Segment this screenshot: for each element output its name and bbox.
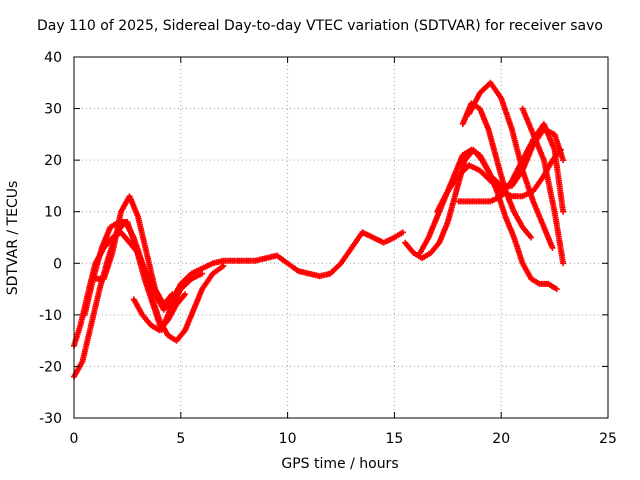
x-tick-label: 20 — [492, 431, 510, 447]
x-axis-label: GPS time / hours — [281, 456, 399, 472]
gridlines — [74, 57, 608, 418]
series-track-a — [71, 229, 406, 349]
y-axis-label: SDTVAR / TECUs — [5, 180, 21, 296]
x-tick-label: 0 — [70, 431, 79, 447]
marker-trace — [519, 105, 567, 267]
marker-trace — [402, 126, 567, 262]
y-tick-label: 30 — [44, 102, 62, 118]
x-tick-label: 10 — [279, 431, 297, 447]
series-track-l — [519, 105, 567, 267]
y-tick-label: -20 — [39, 359, 62, 375]
x-tick-label: 25 — [599, 431, 617, 447]
series-track-d — [92, 193, 176, 308]
marker-trace — [71, 229, 406, 349]
y-tick-label: 20 — [44, 153, 62, 169]
marker-trace — [455, 121, 567, 215]
marker-trace — [92, 193, 176, 308]
x-tick-label: 15 — [385, 431, 403, 447]
y-tick-label: 0 — [53, 256, 62, 272]
plot-frame — [73, 56, 609, 419]
series-track-e — [130, 291, 189, 334]
y-tick-label: -10 — [39, 308, 62, 324]
axis-ticks: 0 5 10 15 20 25 -30 -20 -10 0 10 20 30 40 — [39, 50, 617, 447]
y-tick-label: -30 — [39, 411, 62, 427]
series-track-k — [402, 126, 567, 262]
y-tick-label: 40 — [44, 50, 62, 66]
chart-title: Day 110 of 2025, Sidereal Day-to-day VTE… — [37, 18, 603, 34]
series-track-h — [455, 121, 567, 215]
y-tick-label: 10 — [44, 205, 62, 221]
x-tick-label: 5 — [176, 431, 185, 447]
marker-trace — [130, 291, 189, 334]
data-points — [71, 79, 567, 380]
